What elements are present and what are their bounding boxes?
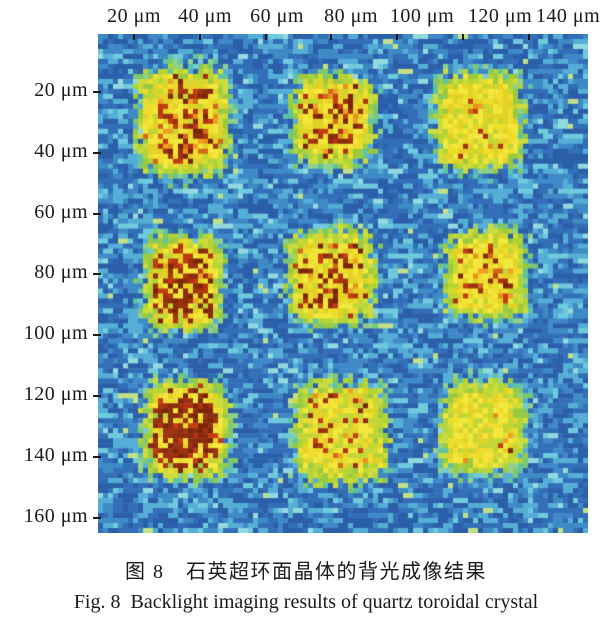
y-axis-tick-label: 120 μm xyxy=(23,383,88,406)
y-axis-tick xyxy=(93,455,101,458)
x-axis-tick-label: 60 μm xyxy=(250,5,304,27)
heatmap-plot xyxy=(98,34,588,533)
y-axis-tick xyxy=(93,273,101,276)
y-axis-tick xyxy=(93,334,101,337)
x-axis-tick-label: 80 μm xyxy=(324,5,378,27)
y-axis-tick-label: 20 μm xyxy=(34,78,88,101)
y-axis-tick-label: 100 μm xyxy=(23,322,88,345)
x-axis-tick-label: 40 μm xyxy=(178,5,232,27)
y-axis-tick xyxy=(93,395,101,398)
y-axis-tick xyxy=(93,151,101,154)
heatmap-canvas xyxy=(98,34,588,533)
x-axis-tick-label: 20 μm xyxy=(107,5,161,27)
x-axis-tick xyxy=(264,34,267,40)
x-axis-tick-label: 100 μm xyxy=(389,5,455,27)
x-axis-tick-label: 120 μm xyxy=(467,5,533,27)
y-axis-tick xyxy=(93,90,101,93)
y-axis-tick xyxy=(93,212,101,215)
y-axis-tick xyxy=(93,516,101,519)
y-axis-tick-label: 40 μm xyxy=(34,139,88,162)
x-axis-tick xyxy=(330,34,333,40)
x-axis-tick xyxy=(462,34,465,40)
x-axis-tick xyxy=(133,34,136,40)
y-axis-tick-label: 60 μm xyxy=(34,200,88,223)
y-axis-tick-label: 160 μm xyxy=(23,504,88,527)
figure-caption-chinese: 图 8 石英超环面晶体的背光成像结果 xyxy=(125,561,487,583)
y-axis-tick-label: 140 μm xyxy=(23,443,88,466)
x-axis-tick xyxy=(198,34,201,40)
figure-caption-english: Fig. 8 Backlight imaging results of quar… xyxy=(73,591,539,613)
x-axis-tick xyxy=(527,34,530,40)
x-axis-tick xyxy=(396,34,399,40)
x-axis-tick-label: 140 μm xyxy=(535,5,601,27)
y-axis-tick-label: 80 μm xyxy=(34,261,88,284)
